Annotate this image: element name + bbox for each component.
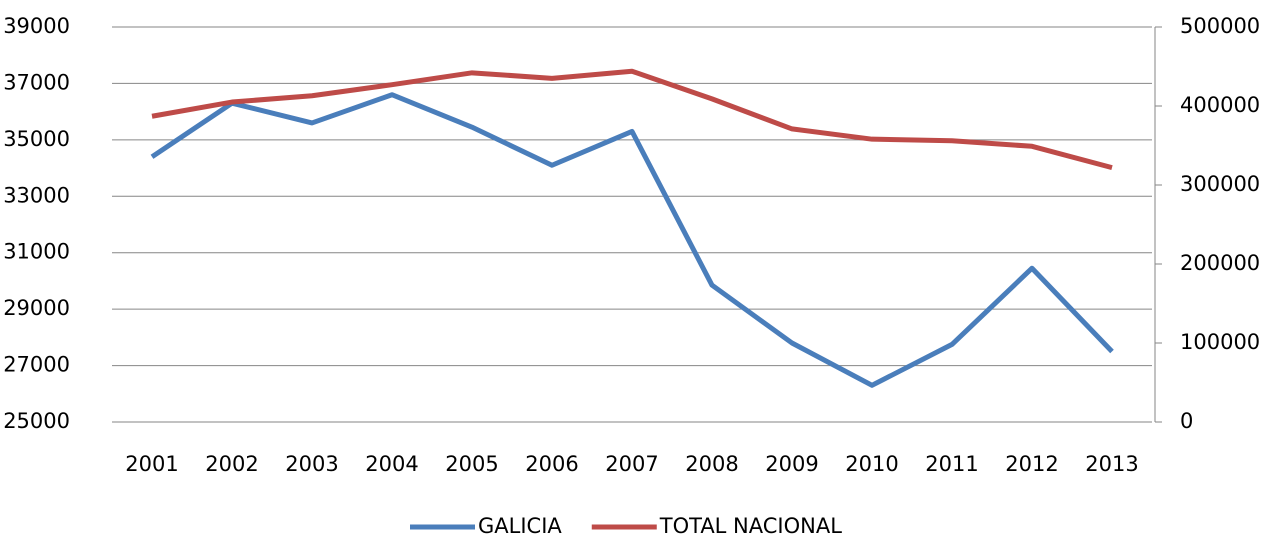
- x-tick-label: 2006: [525, 452, 578, 476]
- y-tick-label: 37000: [3, 70, 70, 94]
- x-tick-label: 2004: [365, 452, 418, 476]
- series-line: [151, 68, 1113, 171]
- y-tick-label: 29000: [3, 296, 70, 320]
- y-tick-label: 27000: [3, 353, 70, 377]
- x-tick-label: 2007: [605, 452, 658, 476]
- y-tick-label: 25000: [3, 409, 70, 433]
- y2-tick-label: 100000: [1180, 330, 1260, 354]
- y2-tick-label: 0: [1180, 409, 1193, 433]
- y2-tick-label: 200000: [1180, 251, 1260, 275]
- x-tick-label: 2002: [205, 452, 258, 476]
- legend-label: TOTAL NACIONAL: [659, 514, 842, 538]
- y2-tick-label: 300000: [1180, 172, 1260, 196]
- y-tick-label: 39000: [3, 14, 70, 38]
- x-tick-label: 2005: [445, 452, 498, 476]
- x-tick-label: 2001: [125, 452, 178, 476]
- x-tick-label: 2013: [1085, 452, 1138, 476]
- y2-tick-label: 400000: [1180, 93, 1260, 117]
- y-tick-label: 31000: [3, 240, 70, 264]
- x-tick-label: 2011: [925, 452, 978, 476]
- x-tick-label: 2012: [1005, 452, 1058, 476]
- legend-label: GALICIA: [478, 514, 562, 538]
- x-tick-label: 2003: [285, 452, 338, 476]
- y2-tick-label: 500000: [1180, 14, 1260, 38]
- x-tick-label: 2009: [765, 452, 818, 476]
- x-tick-label: 2008: [685, 452, 738, 476]
- x-tick-label: 2010: [845, 452, 898, 476]
- series-line: [150, 92, 1114, 388]
- y-tick-label: 33000: [3, 183, 70, 207]
- y-tick-label: 35000: [3, 127, 70, 151]
